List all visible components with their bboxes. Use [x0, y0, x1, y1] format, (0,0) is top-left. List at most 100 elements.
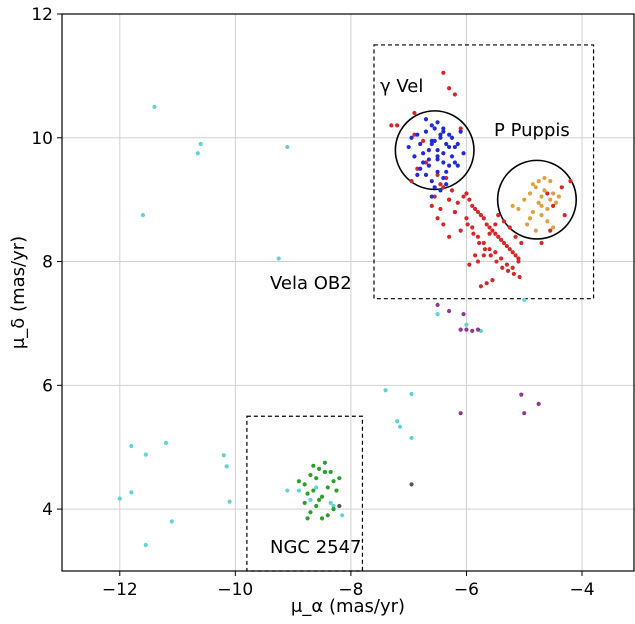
- dark-series: [337, 482, 414, 509]
- field-point: [285, 144, 290, 150]
- vela_ob2-point: [507, 225, 512, 230]
- gamma_vel-point: [435, 148, 440, 153]
- gamma_vel-point: [432, 126, 437, 131]
- vela_ob2-point: [490, 278, 495, 283]
- gamma_vel-point: [444, 141, 449, 147]
- gamma_vel-point: [409, 135, 414, 140]
- ngc2547-point: [334, 488, 339, 493]
- outlier-point: [464, 327, 469, 332]
- vela_ob2-point: [504, 243, 509, 249]
- field-point: [169, 519, 174, 524]
- gamma_vel-point: [441, 129, 446, 134]
- ngc2547-point: [305, 491, 310, 496]
- gamma_vel-point: [406, 144, 411, 150]
- gamma_vel-point: [458, 129, 463, 134]
- gamma_vel-point: [438, 188, 443, 193]
- vela-ob2-annotation: Vela OB2: [270, 273, 352, 294]
- field-point: [198, 141, 203, 147]
- y-tick-label: 12: [31, 5, 53, 25]
- vela_ob2-point: [487, 231, 492, 236]
- gamma_vel-point: [426, 157, 431, 162]
- vela_ob2-point: [452, 92, 457, 97]
- p_puppis-point: [545, 219, 550, 224]
- ngc2547-point: [311, 488, 316, 493]
- field-point: [276, 256, 281, 261]
- field-point: [308, 497, 313, 502]
- cluster-regions: [246, 44, 595, 572]
- data-points: [117, 70, 573, 548]
- vela_ob2-point: [464, 216, 469, 221]
- gamma_vel-point: [452, 144, 457, 150]
- y-tick-label: 10: [31, 129, 53, 149]
- field-point: [195, 151, 200, 156]
- vela_ob2-point: [467, 262, 472, 267]
- vela_ob2-point: [481, 240, 486, 246]
- gamma_vel-point: [429, 194, 434, 199]
- vela_ob2-point: [452, 209, 457, 215]
- vela_ob2-series: [389, 70, 573, 289]
- vela_ob2-point: [487, 247, 492, 252]
- vela_ob2-point: [412, 110, 417, 116]
- ngc2547-point: [337, 476, 342, 481]
- outlier-point: [435, 302, 440, 307]
- gamma_vel-point: [435, 157, 440, 162]
- vela_ob2-point: [478, 213, 483, 218]
- vela_ob2-point: [562, 213, 567, 218]
- vela_ob2-point: [493, 222, 498, 227]
- vela_ob2-point: [415, 166, 420, 171]
- field-point: [117, 496, 122, 501]
- ngc2547-point: [331, 479, 336, 484]
- gamma_vel-point: [455, 163, 460, 168]
- field-point: [340, 513, 345, 518]
- gamma_vel-point: [444, 182, 449, 187]
- vela_ob2-point: [501, 219, 507, 224]
- gamma_vel-point: [426, 148, 431, 153]
- gamma-vel-annotation: γ Vel: [380, 76, 423, 97]
- outlier-point: [522, 411, 527, 416]
- vela-ob2-region-box: [373, 44, 595, 300]
- vela_ob2-point: [517, 274, 522, 280]
- gamma_vel-point: [447, 132, 452, 137]
- vela_ob2-point: [435, 172, 440, 178]
- vela_ob2-point: [438, 182, 443, 187]
- p_puppis-point: [525, 222, 530, 227]
- outlier-point: [536, 401, 541, 406]
- vela_ob2-point: [461, 194, 466, 199]
- outlier-point: [475, 327, 481, 332]
- gamma_vel-point: [441, 126, 446, 131]
- vela_ob2-point: [505, 268, 511, 273]
- p_puppis-point: [548, 179, 553, 184]
- vela_ob2-point: [423, 160, 429, 165]
- p_puppis-point: [536, 200, 541, 205]
- gamma_vel-point: [429, 141, 434, 147]
- gamma_vel-point: [418, 141, 423, 147]
- y-tick-label: 4: [42, 500, 53, 520]
- vela_ob2-point: [429, 203, 434, 208]
- vela_ob2-point: [412, 132, 417, 137]
- gamma_vel-point: [421, 151, 426, 156]
- gamma_vel-point: [423, 172, 429, 178]
- outlier-series: [435, 302, 541, 416]
- x-tick-label: −6: [454, 580, 479, 600]
- vela_ob2-point: [458, 228, 463, 233]
- ngc2547-point: [302, 482, 307, 487]
- gamma_vel-point: [449, 154, 455, 159]
- p_puppis-series: [510, 175, 561, 233]
- ngc2547-region-box: [246, 415, 364, 572]
- gamma_vel-point: [441, 160, 446, 165]
- gamma_vel-point: [435, 120, 440, 125]
- vela_ob2-point: [501, 240, 507, 246]
- vela_ob2-point: [548, 228, 553, 233]
- gamma_vel-point: [432, 185, 437, 190]
- vela_ob2-point: [441, 70, 446, 75]
- vela_ob2-point: [432, 194, 437, 199]
- field-point: [224, 464, 229, 469]
- gamma_vel-point: [452, 160, 457, 165]
- vela_ob2-point: [395, 123, 400, 128]
- field-series: [117, 104, 527, 548]
- gamma_vel-point: [418, 166, 423, 171]
- dark-point: [337, 503, 342, 509]
- gamma_vel-point: [412, 154, 417, 159]
- gamma-vel-circle: [394, 110, 475, 191]
- p_puppis-point: [530, 209, 535, 215]
